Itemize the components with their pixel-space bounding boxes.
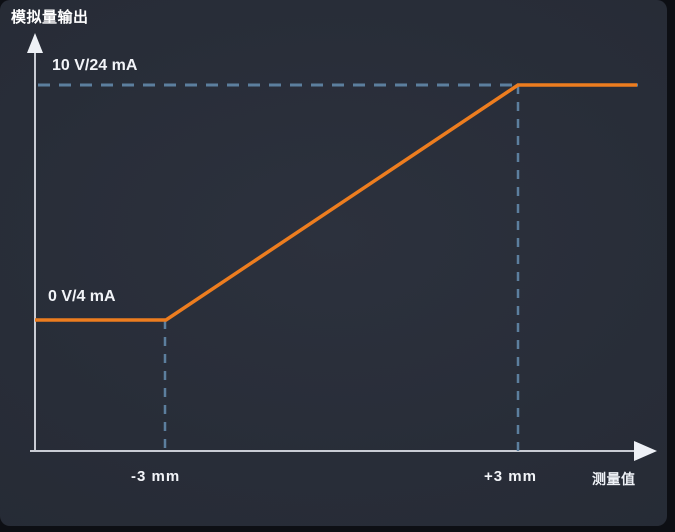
page-title: 模拟量输出 [11,9,89,26]
lower-level-label: 0 V/4 mA [48,288,116,305]
x-tick-label-minus-3mm: -3 mm [131,468,181,485]
upper-level-label: 10 V/24 mA [52,57,138,74]
x-tick-label-plus-3mm: +3 mm [484,468,537,485]
analog-output-curve [35,83,637,322]
y-axis-arrow-icon [27,33,43,53]
x-axis-title: 测量值 [592,471,636,487]
analog-output-chart-panel: 模拟量输出 10 V/24 mA 0 V/4 mA -3 mm +3 mm 测量… [0,0,667,526]
x-axis-arrow-icon [634,441,657,461]
chart-plot-area [27,33,657,461]
